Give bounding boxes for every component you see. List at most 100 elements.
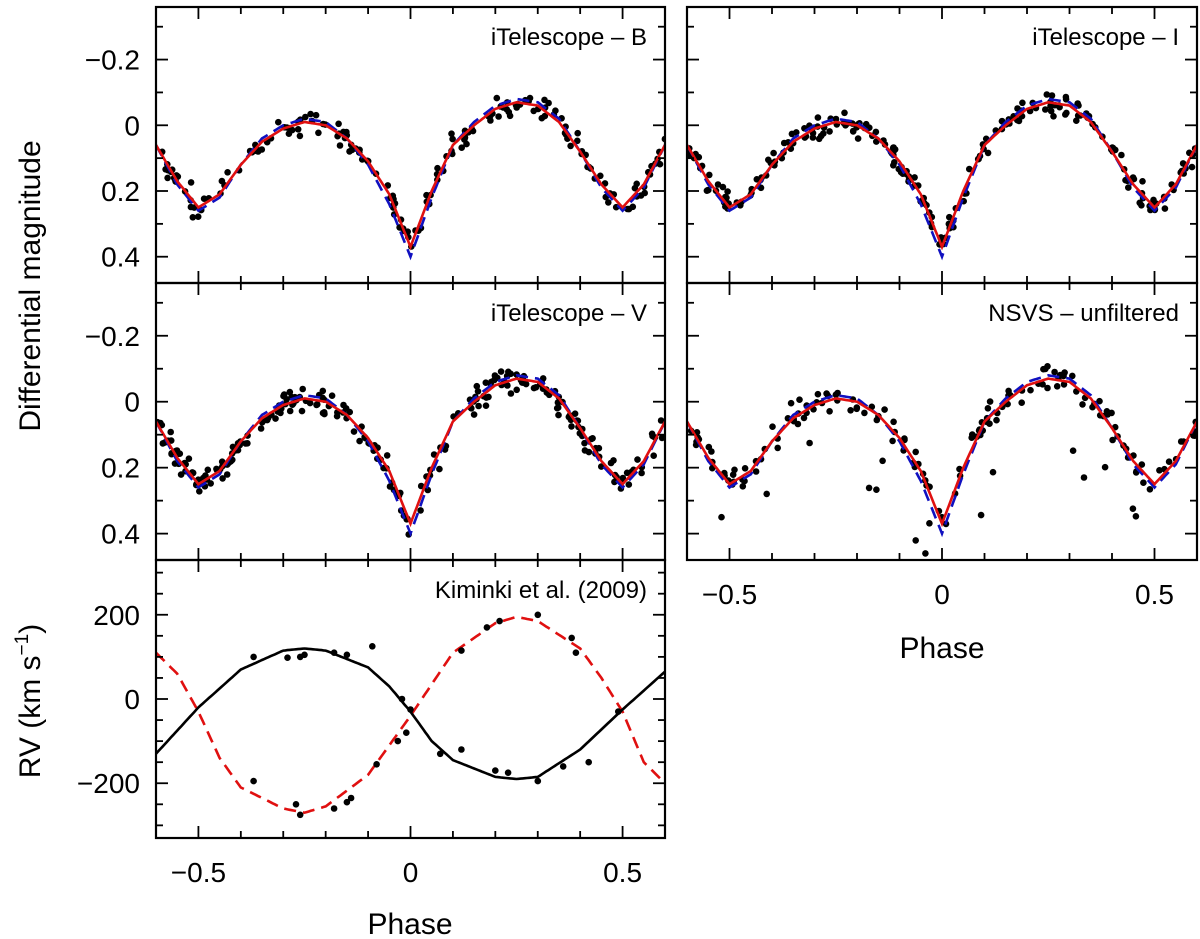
rv-data-point — [301, 651, 308, 659]
data-point — [589, 435, 596, 442]
panel-nsvs-unfiltered: −0.5 0 0.5 NSVS – unfiltered — [685, 281, 1199, 610]
data-point — [495, 113, 502, 120]
data-point-outlier — [977, 511, 985, 519]
rv-data-point — [343, 651, 351, 659]
data-point — [1138, 202, 1145, 209]
data-point — [986, 398, 994, 405]
data-point — [752, 468, 760, 475]
data-point-outlier — [806, 439, 813, 447]
data-point — [741, 465, 749, 472]
panel-radial-velocity-y-tick-label: 0 — [124, 684, 140, 715]
data-point — [625, 481, 633, 488]
data-point — [1051, 368, 1058, 376]
data-point — [196, 488, 203, 495]
data-point — [832, 115, 840, 123]
data-point — [1050, 113, 1057, 120]
data-point — [823, 390, 830, 397]
data-point — [826, 408, 833, 415]
rv-data-point — [504, 769, 512, 776]
data-point — [912, 448, 919, 456]
data-point — [1005, 387, 1012, 395]
data-point — [522, 380, 530, 388]
data-point — [474, 388, 482, 395]
rv-data-point — [407, 706, 414, 713]
y-axis-title-rv-close: ) — [14, 624, 47, 634]
data-point — [881, 406, 888, 413]
data-point — [340, 128, 347, 136]
panel-itelescope-b-y-tick-label: −0.2 — [85, 45, 140, 76]
data-point — [1156, 467, 1163, 474]
data-point — [1043, 91, 1051, 98]
data-point — [901, 435, 908, 442]
data-point — [348, 146, 356, 154]
data-point — [826, 128, 833, 135]
rv-data-point — [250, 653, 257, 661]
model-curve-solid — [156, 100, 665, 251]
data-point — [832, 391, 840, 399]
data-point — [167, 428, 174, 436]
data-point — [1047, 107, 1055, 115]
data-point — [581, 439, 588, 447]
data-point — [966, 165, 973, 173]
data-point — [475, 402, 482, 410]
rv-data-point — [330, 805, 338, 812]
data-point — [794, 420, 802, 428]
data-point-outlier — [1132, 513, 1140, 520]
data-point — [854, 135, 862, 142]
rv-points — [250, 611, 622, 819]
rv-data-point — [458, 647, 465, 654]
data-point — [314, 401, 321, 408]
data-point — [706, 171, 713, 179]
data-point — [458, 144, 466, 151]
data-point — [638, 469, 645, 477]
rv-data-point — [568, 634, 575, 642]
data-point — [187, 179, 195, 186]
data-point — [285, 130, 293, 137]
data-point — [485, 393, 492, 401]
panel-itelescope-v-y-tick-label: −0.2 — [85, 321, 140, 352]
panel-itelescope-b-y-tick-label: 0.2 — [101, 176, 140, 207]
data-point — [861, 409, 868, 417]
data-point — [610, 457, 617, 464]
data-point — [1069, 372, 1076, 380]
data-point — [336, 142, 344, 149]
rv-data-point — [483, 624, 491, 631]
data-point — [1089, 403, 1096, 411]
rv-data-point — [496, 617, 503, 625]
y-axis-title-magnitude: Differential magnitude — [14, 140, 47, 431]
data-point — [784, 415, 792, 422]
data-point — [656, 160, 664, 168]
data-point — [242, 440, 249, 447]
data-point — [968, 434, 975, 442]
data-point-outlier — [1129, 505, 1137, 512]
data-point — [277, 409, 284, 417]
data-point — [513, 386, 520, 394]
data-point-outlier — [879, 457, 886, 465]
data-point-outlier — [912, 537, 919, 544]
data-point — [847, 407, 854, 414]
data-point — [424, 486, 432, 494]
x-axis-title-right: Phase — [899, 632, 984, 665]
data-point — [568, 423, 575, 430]
panel-radial-velocity-x-tick-label: −0.5 — [171, 857, 226, 888]
data-point — [1040, 365, 1047, 373]
panel-itelescope-b-y-tick-label: 0 — [124, 110, 140, 141]
data-point — [1146, 486, 1154, 493]
data-point — [280, 391, 288, 398]
data-point — [1027, 386, 1034, 394]
panel-itelescope-b-y-tick-label: 0.4 — [101, 242, 140, 273]
model-curve-solid — [687, 377, 1197, 528]
panel-radial-velocity-y-tick-label: −200 — [77, 768, 140, 799]
data-point — [307, 110, 314, 118]
rv-data-point — [343, 798, 351, 806]
data-point — [286, 407, 294, 415]
data-point — [574, 129, 581, 137]
data-point — [598, 463, 605, 470]
data-point — [1138, 461, 1146, 468]
data-point — [595, 444, 603, 452]
data-point — [703, 187, 711, 194]
y-axis-title-rv-text: RV (km s−1) — [12, 624, 47, 778]
data-point — [629, 203, 637, 211]
data-point-outlier — [922, 550, 929, 557]
data-point — [1188, 163, 1196, 171]
